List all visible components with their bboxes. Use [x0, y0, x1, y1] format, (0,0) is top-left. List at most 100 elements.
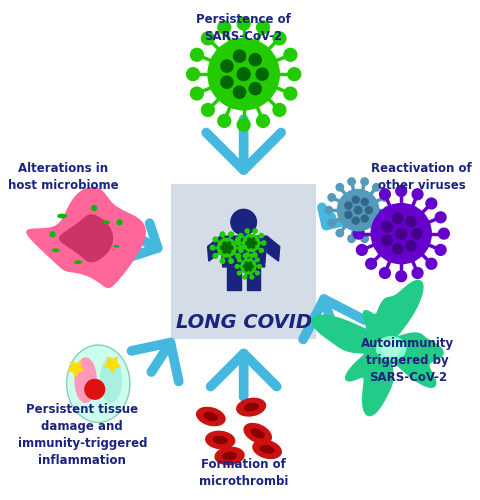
Ellipse shape [203, 412, 218, 421]
Circle shape [238, 234, 242, 237]
Circle shape [220, 246, 224, 250]
Circle shape [336, 230, 343, 237]
Circle shape [245, 268, 247, 271]
Ellipse shape [259, 445, 274, 454]
Circle shape [381, 222, 392, 232]
Ellipse shape [204, 430, 235, 450]
Polygon shape [220, 236, 266, 267]
Ellipse shape [74, 358, 96, 403]
Circle shape [273, 32, 285, 45]
Circle shape [229, 246, 232, 250]
Circle shape [337, 190, 378, 231]
Polygon shape [246, 267, 259, 290]
Ellipse shape [57, 214, 67, 218]
Circle shape [371, 204, 431, 264]
Ellipse shape [212, 436, 228, 444]
Circle shape [228, 258, 233, 264]
Circle shape [228, 232, 233, 236]
Circle shape [392, 244, 402, 254]
Circle shape [405, 240, 415, 251]
Circle shape [251, 245, 254, 248]
Circle shape [356, 212, 367, 222]
Circle shape [405, 216, 415, 226]
Circle shape [240, 259, 255, 274]
Circle shape [425, 198, 436, 209]
Polygon shape [207, 236, 220, 261]
Ellipse shape [52, 248, 60, 252]
Circle shape [261, 241, 265, 245]
Circle shape [395, 228, 406, 239]
Circle shape [235, 254, 240, 258]
Ellipse shape [376, 336, 405, 360]
Circle shape [336, 184, 343, 191]
Circle shape [201, 32, 214, 45]
Circle shape [365, 258, 376, 269]
Circle shape [344, 202, 351, 209]
Circle shape [227, 250, 230, 254]
Circle shape [92, 206, 96, 210]
Circle shape [434, 212, 445, 222]
Circle shape [201, 104, 214, 117]
Circle shape [347, 178, 355, 186]
Circle shape [256, 21, 269, 34]
Circle shape [249, 54, 261, 66]
Ellipse shape [74, 260, 82, 264]
Ellipse shape [381, 341, 400, 355]
Circle shape [247, 245, 250, 248]
Circle shape [225, 246, 228, 250]
Circle shape [222, 242, 226, 246]
Circle shape [249, 242, 252, 244]
Text: Formation of
microthrombi: Formation of microthrombi [199, 458, 288, 488]
Circle shape [190, 48, 203, 61]
Circle shape [365, 198, 376, 209]
Circle shape [237, 271, 240, 275]
Circle shape [245, 229, 249, 233]
Circle shape [380, 194, 387, 201]
Circle shape [237, 68, 250, 80]
Circle shape [360, 215, 368, 222]
Text: Persistent tissue
damage and
immunity-triggered
inflammation: Persistent tissue damage and immunity-tr… [18, 404, 147, 468]
Circle shape [283, 87, 296, 100]
Circle shape [411, 228, 421, 238]
Circle shape [425, 258, 436, 269]
Circle shape [250, 276, 253, 279]
Circle shape [207, 38, 279, 110]
Circle shape [364, 206, 372, 214]
Circle shape [347, 235, 355, 242]
Circle shape [250, 254, 253, 258]
Ellipse shape [222, 452, 237, 460]
Circle shape [238, 248, 242, 252]
Circle shape [354, 206, 361, 214]
Circle shape [233, 86, 245, 99]
Circle shape [237, 258, 240, 262]
Circle shape [380, 219, 387, 226]
Text: LONG COVID: LONG COVID [175, 313, 311, 332]
Circle shape [230, 210, 256, 235]
Polygon shape [104, 357, 120, 372]
Circle shape [210, 246, 215, 250]
Circle shape [249, 82, 261, 94]
Circle shape [222, 250, 226, 254]
Circle shape [360, 235, 368, 242]
Circle shape [360, 198, 368, 205]
Ellipse shape [236, 398, 265, 416]
Ellipse shape [66, 345, 130, 422]
Circle shape [237, 118, 250, 131]
Circle shape [257, 264, 261, 268]
Circle shape [220, 232, 224, 236]
Circle shape [434, 244, 445, 256]
Circle shape [351, 196, 359, 203]
Circle shape [117, 220, 122, 225]
Circle shape [245, 262, 247, 264]
Circle shape [395, 271, 406, 281]
Circle shape [327, 219, 335, 226]
Polygon shape [227, 267, 240, 290]
Polygon shape [26, 187, 145, 288]
Circle shape [255, 258, 259, 262]
Circle shape [259, 234, 263, 237]
Polygon shape [266, 236, 279, 261]
Circle shape [236, 241, 240, 245]
Circle shape [213, 254, 217, 258]
Circle shape [356, 244, 367, 256]
Ellipse shape [99, 358, 122, 403]
